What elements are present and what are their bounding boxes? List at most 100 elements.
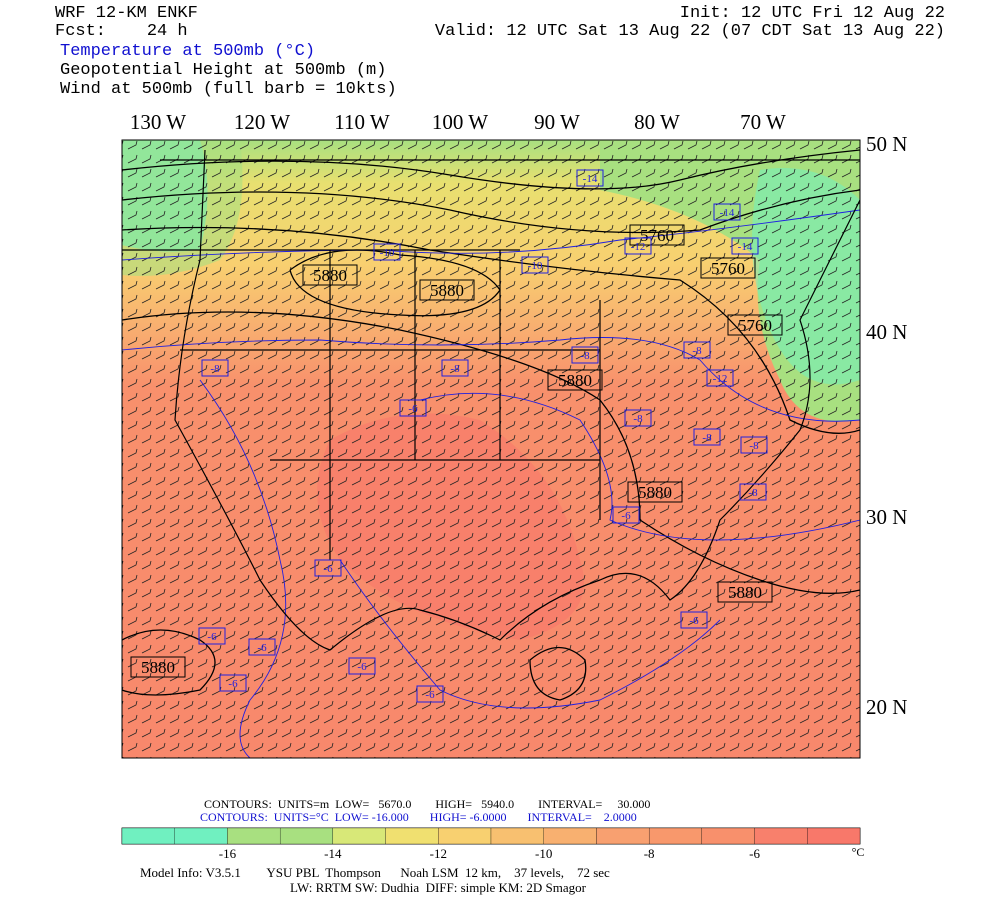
temperature-label-box xyxy=(624,237,652,255)
longitude-label: 100 W xyxy=(431,110,489,134)
colorbar-swatch xyxy=(438,827,492,845)
colorbar-swatch xyxy=(121,827,175,845)
temperature-label-box xyxy=(731,237,759,255)
temperature-label-box xyxy=(348,657,376,675)
temperature-label: -8 xyxy=(702,432,712,444)
temperature-label: -14 xyxy=(720,207,735,219)
temperature-label: -8 xyxy=(633,413,643,425)
height-label-box xyxy=(419,279,475,301)
temperature-label: -12 xyxy=(713,373,728,385)
height-label: 5880 xyxy=(141,658,175,677)
height-label: 5760 xyxy=(711,259,745,278)
colorbar-swatch xyxy=(174,827,228,845)
temperature-label-box xyxy=(680,611,708,629)
height-label: 5880 xyxy=(313,266,347,285)
forecast-hour: Fcst: 24 h xyxy=(55,22,188,41)
temperature-label-box xyxy=(399,399,427,417)
init-time: Init: 12 UTC Fri 12 Aug 22 xyxy=(679,4,945,23)
temperature-label-box xyxy=(314,559,342,577)
colorbar-swatch xyxy=(648,827,703,845)
temperature-label: -6 xyxy=(689,615,699,627)
temperature-label: -8 xyxy=(692,345,702,357)
temperature-label-box xyxy=(740,436,768,454)
temperature-label: -6 xyxy=(425,689,435,701)
temperature-label-box xyxy=(713,203,741,221)
temperature-label-box xyxy=(198,627,226,645)
temperature-label: -6 xyxy=(621,510,631,522)
height-label: 5880 xyxy=(430,281,464,300)
latitude-label: 30 N xyxy=(866,505,908,529)
temperature-label: -12 xyxy=(631,241,646,253)
temperature-label: -8 xyxy=(748,487,758,499)
colorbar-tick: -16 xyxy=(219,846,237,861)
longitude-label: 120 W xyxy=(233,110,291,134)
temperature-label: -6 xyxy=(228,678,238,690)
latitude-label: 50 N xyxy=(866,132,908,156)
temperature-label-box xyxy=(612,506,640,524)
colorbar-swatch xyxy=(385,827,439,845)
colorbar-tick: -14 xyxy=(324,846,342,861)
valid-time: Valid: 12 UTC Sat 13 Aug 22 (07 CDT Sat … xyxy=(434,22,945,41)
colorbar-swatch xyxy=(490,827,544,845)
temperature-label: -14 xyxy=(738,241,753,253)
temperature-label: -14 xyxy=(583,173,598,185)
colorbar-swatch xyxy=(227,827,281,845)
temperature-label: -8 xyxy=(210,363,220,375)
height-label: 5880 xyxy=(558,371,592,390)
temperature-label-box xyxy=(739,483,767,501)
temperature-label: -6 xyxy=(408,403,418,415)
temperature-label-box xyxy=(706,369,734,387)
temperature-label: -10 xyxy=(380,247,395,259)
colorbar-swatch xyxy=(701,827,755,845)
temperature-label-box xyxy=(441,359,469,377)
height-label-box xyxy=(629,224,685,246)
longitude-label: 70 W xyxy=(740,110,786,134)
latitude-label: 20 N xyxy=(866,695,908,719)
height-label: 5760 xyxy=(640,226,674,245)
height-label-box xyxy=(302,264,358,286)
longitude-label: 110 W xyxy=(334,110,390,134)
height-label-box xyxy=(727,314,783,336)
temperature-label: -8 xyxy=(450,363,460,375)
colorbar-swatch xyxy=(543,827,597,845)
model-info: Model Info: V3.5.1 YSU PBL Thompson Noah… xyxy=(140,865,610,880)
latitude-label: 40 N xyxy=(866,320,908,344)
colorbar-swatch xyxy=(279,827,334,845)
temperature-label: -8 xyxy=(749,440,759,452)
field-height: Geopotential Height at 500mb (m) xyxy=(60,61,387,80)
temperature-label-box xyxy=(571,346,599,364)
temperature-label: -6 xyxy=(323,563,333,575)
colorbar-tick: -6 xyxy=(749,846,760,861)
colorbar-tick: -12 xyxy=(430,846,447,861)
temperature-label-box xyxy=(683,341,711,359)
temperature-label-box xyxy=(219,674,247,692)
temperature-label-box xyxy=(373,243,401,261)
temperature-label: -8 xyxy=(580,350,590,362)
temperature-label-box xyxy=(624,409,652,427)
temperature-label-box xyxy=(521,256,549,274)
colorbar-swatch xyxy=(596,827,650,845)
temperature-label: -6 xyxy=(207,631,217,643)
height-label-box xyxy=(717,581,773,603)
map-field xyxy=(122,140,860,758)
height-label: 5880 xyxy=(638,483,672,502)
temperature-label: -6 xyxy=(357,661,367,673)
temperature-label: -10 xyxy=(528,260,543,272)
temperature-label: -6 xyxy=(257,642,267,654)
height-label-box xyxy=(547,369,603,391)
temperature-label-box xyxy=(416,685,444,703)
colorbar-swatch xyxy=(754,827,808,845)
colorbar-swatch xyxy=(807,827,861,845)
height-label-box xyxy=(700,257,756,279)
colorbar-unit: °C xyxy=(852,845,865,859)
contours-temperature: CONTOURS: UNITS=°C LOW= -16.000 HIGH= -6… xyxy=(200,810,637,824)
height-label-box xyxy=(627,481,683,503)
temperature-label-box xyxy=(576,169,604,187)
model-title: WRF 12-KM ENKF xyxy=(55,4,198,23)
longitude-label: 130 W xyxy=(129,110,187,134)
colorbar-tick: -8 xyxy=(644,846,655,861)
field-temperature: Temperature at 500mb (°C) xyxy=(60,42,316,61)
colorbar-swatch xyxy=(332,827,386,845)
